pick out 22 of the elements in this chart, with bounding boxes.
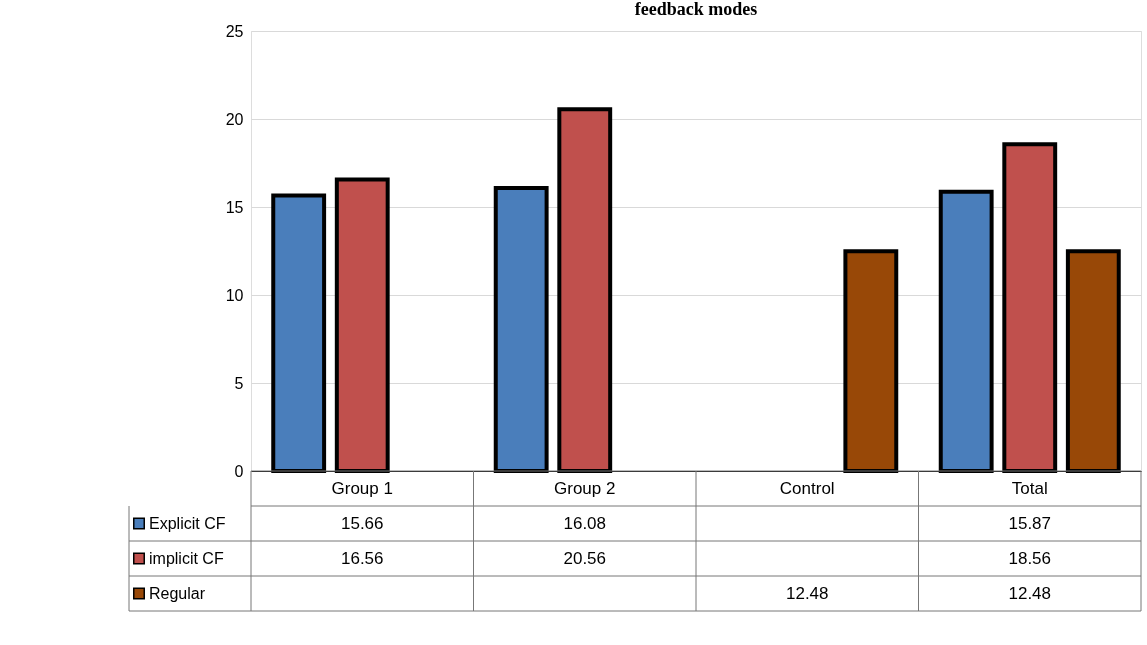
data-label: 12.48	[785, 583, 829, 603]
x-tick-label: Group 1	[331, 478, 393, 498]
legend-label: Explicit CF	[149, 514, 226, 532]
legend-label: implicit CF	[149, 549, 224, 567]
data-label: 15.87	[1008, 513, 1052, 533]
data-label: 12.48	[1008, 583, 1052, 603]
x-tick-label: Group 2	[554, 478, 616, 498]
y-tick-label: 0	[234, 462, 244, 480]
data-label: 16.08	[563, 513, 607, 533]
chart-title: feedback modes	[634, 0, 758, 19]
data-label: 20.56	[563, 548, 607, 568]
y-tick-label: 5	[234, 374, 244, 392]
y-tick-label: 25	[225, 22, 244, 40]
data-label: 18.56	[1008, 548, 1052, 568]
legend-label: Regular	[149, 584, 206, 602]
data-label: 16.56	[340, 548, 384, 568]
x-tick-label: Total	[1011, 478, 1048, 498]
y-tick-label: 10	[225, 286, 244, 304]
y-tick-label: 20	[225, 110, 244, 128]
x-tick-label: Control	[779, 478, 835, 498]
y-tick-label: 15	[225, 198, 244, 216]
data-label: 15.66	[340, 513, 384, 533]
